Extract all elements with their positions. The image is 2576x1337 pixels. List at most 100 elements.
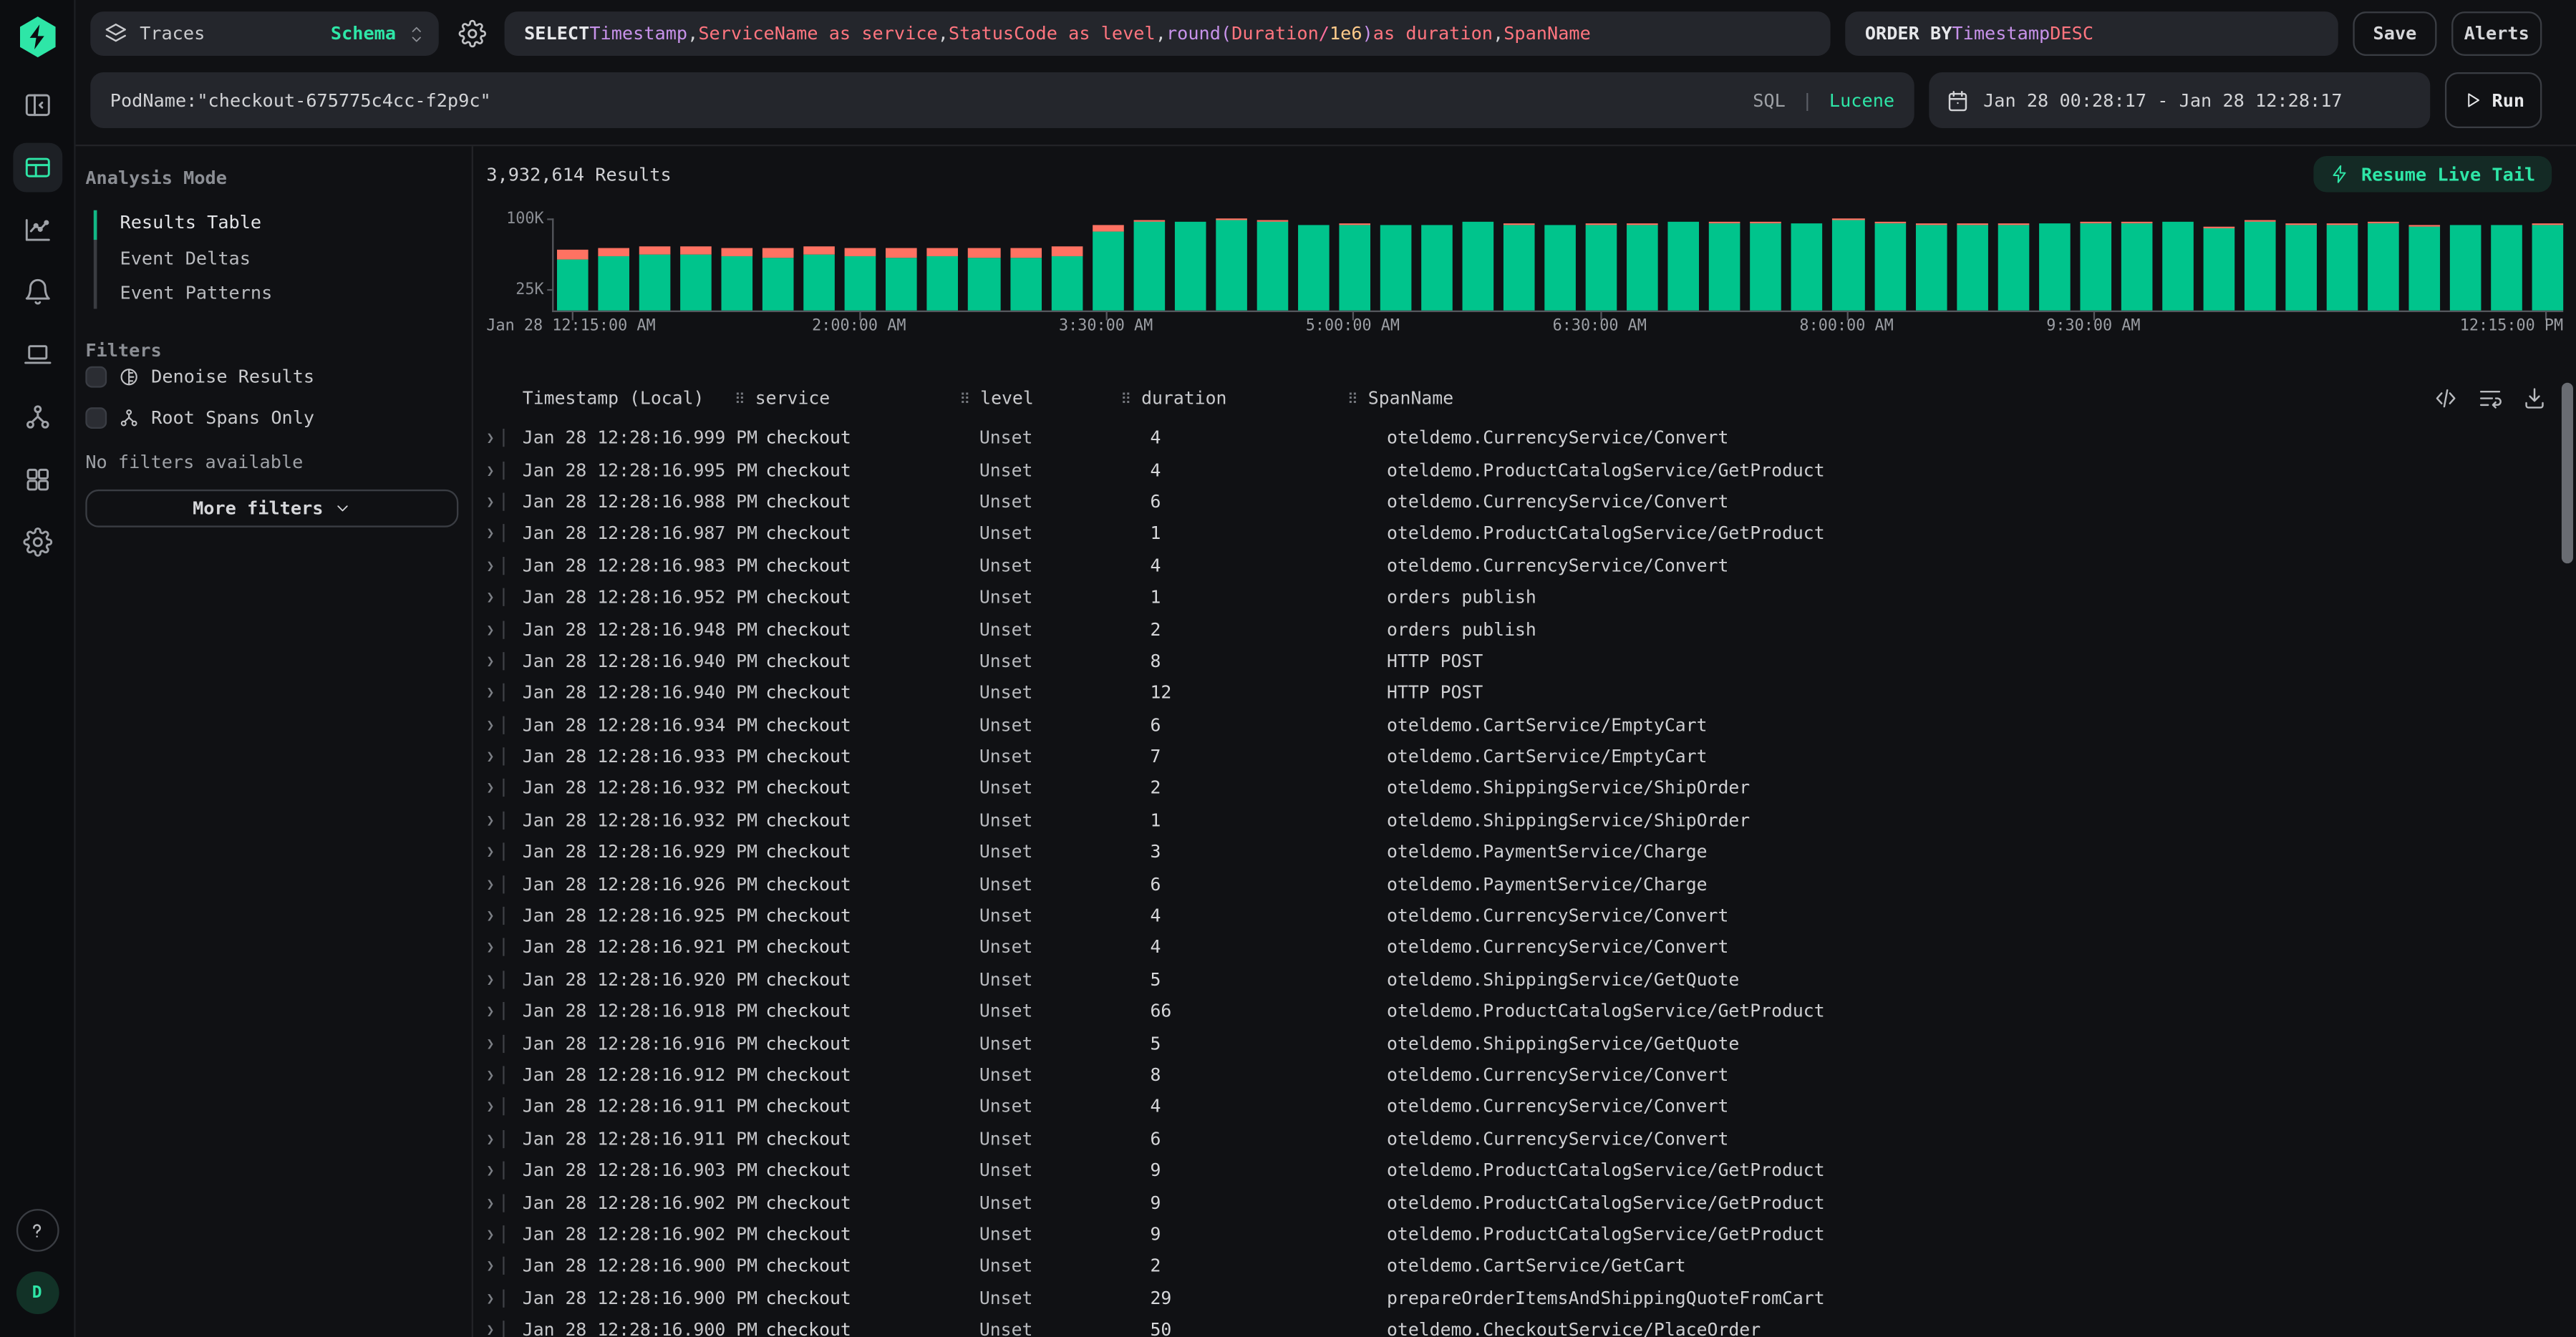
chevron-right-icon[interactable]: ❯ <box>486 622 494 637</box>
table-row[interactable]: ❯Jan 28 12:28:16.932 PMcheckoutUnset1ote… <box>486 804 2563 837</box>
column-config-code-icon[interactable] <box>2434 386 2458 410</box>
chevron-right-icon[interactable]: ❯ <box>486 845 494 860</box>
table-row[interactable]: ❯Jan 28 12:28:16.902 PMcheckoutUnset9ote… <box>486 1187 2563 1219</box>
table-row[interactable]: ❯Jan 28 12:28:16.918 PMcheckoutUnset66ot… <box>486 996 2563 1028</box>
table-row[interactable]: ❯Jan 28 12:28:16.999 PMcheckoutUnset4ote… <box>486 422 2563 454</box>
table-row[interactable]: ❯Jan 28 12:28:16.900 PMcheckoutUnset29pr… <box>486 1282 2563 1314</box>
row-expand-cell[interactable]: ❯ <box>486 843 522 861</box>
chevron-right-icon[interactable]: ❯ <box>486 1259 494 1274</box>
row-expand-cell[interactable]: ❯ <box>486 1034 522 1052</box>
table-row[interactable]: ❯Jan 28 12:28:16.983 PMcheckoutUnset4ote… <box>486 550 2563 582</box>
column-header-level[interactable]: level <box>959 386 1120 408</box>
orderby-clause-input[interactable]: ORDER BY Timestamp DESC <box>1845 11 2338 56</box>
alerts-bell-icon[interactable] <box>12 268 62 317</box>
column-header-service[interactable]: service <box>735 386 959 408</box>
dashboards-grid-icon[interactable] <box>12 455 62 505</box>
analysis-mode-item-event-deltas[interactable]: Event Deltas <box>94 240 458 276</box>
table-row[interactable]: ❯Jan 28 12:28:16.926 PMcheckoutUnset6ote… <box>486 868 2563 900</box>
table-row[interactable]: ❯Jan 28 12:28:16.902 PMcheckoutUnset9ote… <box>486 1218 2563 1250</box>
chevron-right-icon[interactable]: ❯ <box>486 1163 494 1178</box>
table-row[interactable]: ❯Jan 28 12:28:16.921 PMcheckoutUnset4ote… <box>486 932 2563 964</box>
chevron-right-icon[interactable]: ❯ <box>486 526 494 541</box>
row-expand-cell[interactable]: ❯ <box>486 716 522 734</box>
download-icon[interactable] <box>2522 386 2547 410</box>
language-toggle-sql[interactable]: SQL <box>1753 89 1786 111</box>
row-expand-cell[interactable]: ❯ <box>486 684 522 701</box>
row-expand-cell[interactable]: ❯ <box>486 556 522 574</box>
column-drag-handle-icon[interactable] <box>735 386 745 408</box>
chevron-right-icon[interactable]: ❯ <box>486 1227 494 1242</box>
search-query-input[interactable]: PodName:"checkout-675775c4cc-f2p9c" SQL … <box>90 72 1914 128</box>
row-expand-cell[interactable]: ❯ <box>486 652 522 670</box>
chevron-right-icon[interactable]: ❯ <box>486 813 494 828</box>
alerts-button[interactable]: Alerts <box>2451 11 2542 56</box>
table-row[interactable]: ❯Jan 28 12:28:16.912 PMcheckoutUnset8ote… <box>486 1059 2563 1092</box>
chevron-right-icon[interactable]: ❯ <box>486 1068 494 1083</box>
table-row[interactable]: ❯Jan 28 12:28:16.948 PMcheckoutUnset2ord… <box>486 613 2563 646</box>
source-settings-gear-icon[interactable] <box>453 20 489 48</box>
row-expand-cell[interactable]: ❯ <box>486 907 522 925</box>
vertical-scrollbar[interactable] <box>2562 383 2573 563</box>
row-expand-cell[interactable]: ❯ <box>486 429 522 447</box>
chevron-right-icon[interactable]: ❯ <box>486 590 494 605</box>
table-row[interactable]: ❯Jan 28 12:28:16.988 PMcheckoutUnset6ote… <box>486 486 2563 518</box>
table-row[interactable]: ❯Jan 28 12:28:16.929 PMcheckoutUnset3ote… <box>486 836 2563 868</box>
sessions-laptop-icon[interactable] <box>12 330 62 379</box>
table-row[interactable]: ❯Jan 28 12:28:16.987 PMcheckoutUnset1ote… <box>486 517 2563 550</box>
chart-nav-icon[interactable] <box>12 205 62 255</box>
row-expand-cell[interactable]: ❯ <box>486 1257 522 1275</box>
table-row[interactable]: ❯Jan 28 12:28:16.934 PMcheckoutUnset6ote… <box>486 709 2563 741</box>
chevron-right-icon[interactable]: ❯ <box>486 653 494 668</box>
time-range-picker[interactable]: Jan 28 00:28:17 - Jan 28 12:28:17 <box>1929 72 2430 128</box>
settings-gear-icon[interactable] <box>12 517 62 567</box>
analysis-mode-item-event-patterns[interactable]: Event Patterns <box>94 276 458 311</box>
histogram-plot[interactable] <box>552 218 2563 312</box>
chevron-right-icon[interactable]: ❯ <box>486 1132 494 1147</box>
chevron-right-icon[interactable]: ❯ <box>486 781 494 796</box>
chevron-right-icon[interactable]: ❯ <box>486 717 494 732</box>
chevron-right-icon[interactable]: ❯ <box>486 431 494 446</box>
help-icon[interactable] <box>16 1209 59 1252</box>
chevron-right-icon[interactable]: ❯ <box>486 558 494 573</box>
row-expand-cell[interactable]: ❯ <box>486 620 522 638</box>
chevron-right-icon[interactable]: ❯ <box>486 1004 494 1019</box>
table-row[interactable]: ❯Jan 28 12:28:16.911 PMcheckoutUnset4ote… <box>486 1091 2563 1123</box>
table-row[interactable]: ❯Jan 28 12:28:16.925 PMcheckoutUnset4ote… <box>486 900 2563 932</box>
filter-checkbox[interactable] <box>85 407 107 428</box>
chevron-right-icon[interactable]: ❯ <box>486 877 494 892</box>
row-expand-cell[interactable]: ❯ <box>486 1321 522 1337</box>
column-drag-handle-icon[interactable] <box>959 386 970 408</box>
chevron-right-icon[interactable]: ❯ <box>486 749 494 764</box>
row-expand-cell[interactable]: ❯ <box>486 1002 522 1020</box>
save-button[interactable]: Save <box>2353 11 2436 56</box>
language-toggle-lucene[interactable]: Lucene <box>1829 89 1894 111</box>
chevron-right-icon[interactable]: ❯ <box>486 908 494 923</box>
resume-live-tail-button[interactable]: Resume Live Tail <box>2313 156 2552 192</box>
services-map-icon[interactable] <box>12 393 62 442</box>
row-expand-cell[interactable]: ❯ <box>486 747 522 765</box>
table-row[interactable]: ❯Jan 28 12:28:16.900 PMcheckoutUnset50ot… <box>486 1314 2563 1337</box>
filter-label[interactable]: Denoise Results <box>151 366 314 387</box>
filter-label[interactable]: Root Spans Only <box>151 407 314 428</box>
row-expand-cell[interactable]: ❯ <box>486 779 522 797</box>
row-expand-cell[interactable]: ❯ <box>486 492 522 510</box>
table-row[interactable]: ❯Jan 28 12:28:16.933 PMcheckoutUnset7ote… <box>486 741 2563 773</box>
chevron-right-icon[interactable]: ❯ <box>486 972 494 987</box>
collapse-panel-icon[interactable] <box>12 80 62 130</box>
table-row[interactable]: ❯Jan 28 12:28:16.940 PMcheckoutUnset12HT… <box>486 677 2563 709</box>
results-histogram[interactable]: 100K25KJan 28 12:15:00 AM2:00:00 AM3:30:… <box>486 218 2563 336</box>
user-avatar[interactable]: D <box>16 1271 59 1314</box>
row-expand-cell[interactable]: ❯ <box>486 875 522 893</box>
run-query-button[interactable]: Run <box>2445 72 2542 128</box>
chevron-right-icon[interactable]: ❯ <box>486 462 494 477</box>
column-header-spanname[interactable]: SpanName <box>1347 386 2563 408</box>
row-expand-cell[interactable]: ❯ <box>486 938 522 956</box>
more-filters-button[interactable]: More filters <box>85 490 458 527</box>
row-expand-cell[interactable]: ❯ <box>486 1066 522 1084</box>
table-row[interactable]: ❯Jan 28 12:28:16.952 PMcheckoutUnset1ord… <box>486 581 2563 613</box>
row-expand-cell[interactable]: ❯ <box>486 1129 522 1147</box>
select-clause-input[interactable]: SELECT Timestamp, ServiceName as service… <box>505 11 1831 56</box>
row-expand-cell[interactable]: ❯ <box>486 1225 522 1243</box>
table-row[interactable]: ❯Jan 28 12:28:16.911 PMcheckoutUnset6ote… <box>486 1123 2563 1155</box>
table-row[interactable]: ❯Jan 28 12:28:16.900 PMcheckoutUnset2ote… <box>486 1250 2563 1283</box>
